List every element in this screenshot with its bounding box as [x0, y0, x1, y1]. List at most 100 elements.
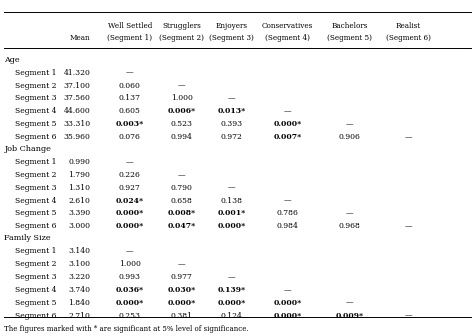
Text: 3.740: 3.740: [68, 286, 91, 294]
Text: (Segment 6): (Segment 6): [385, 34, 430, 42]
Text: The figures marked with * are significant at 5% level of significance.: The figures marked with * are significan…: [4, 325, 249, 333]
Text: —: —: [228, 94, 235, 102]
Text: Strugglers: Strugglers: [162, 23, 201, 31]
Text: —: —: [178, 171, 185, 179]
Text: 3.140: 3.140: [68, 247, 91, 255]
Text: Segment 2: Segment 2: [15, 171, 56, 179]
Text: 1.310: 1.310: [68, 184, 91, 192]
Text: 0.000*: 0.000*: [273, 311, 301, 320]
Text: Well Settled: Well Settled: [108, 23, 152, 31]
Text: 0.013*: 0.013*: [217, 108, 246, 115]
Text: 1.000: 1.000: [119, 260, 141, 268]
Text: 0.990: 0.990: [69, 158, 91, 166]
Text: 0.008*: 0.008*: [168, 209, 196, 217]
Text: 0.984: 0.984: [277, 222, 299, 230]
Text: (Segment 1): (Segment 1): [107, 34, 152, 42]
Text: 0.000*: 0.000*: [217, 222, 246, 230]
Text: 0.001*: 0.001*: [217, 209, 246, 217]
Text: 0.000*: 0.000*: [217, 299, 246, 307]
Text: 0.226: 0.226: [119, 171, 141, 179]
Text: —: —: [404, 222, 412, 230]
Text: 0.000*: 0.000*: [168, 299, 196, 307]
Text: Segment 5: Segment 5: [15, 299, 56, 307]
Text: —: —: [178, 260, 185, 268]
Text: 0.009*: 0.009*: [336, 311, 364, 320]
Text: 2.710: 2.710: [69, 311, 91, 320]
Text: 0.007*: 0.007*: [273, 133, 301, 141]
Text: 0.000*: 0.000*: [273, 120, 301, 128]
Text: —: —: [404, 133, 412, 141]
Text: (Segment 5): (Segment 5): [327, 34, 372, 42]
Text: —: —: [346, 120, 353, 128]
Text: Enjoyers: Enjoyers: [215, 23, 247, 31]
Text: Segment 6: Segment 6: [15, 222, 56, 230]
Text: 0.000*: 0.000*: [116, 299, 144, 307]
Text: —: —: [284, 108, 292, 115]
Text: 0.993: 0.993: [118, 273, 141, 281]
Text: 0.605: 0.605: [119, 108, 141, 115]
Text: 2.610: 2.610: [69, 197, 91, 205]
Text: 0.137: 0.137: [118, 94, 141, 102]
Text: 0.060: 0.060: [119, 82, 141, 90]
Text: —: —: [284, 197, 292, 205]
Text: 44.600: 44.600: [64, 108, 91, 115]
Text: 0.006*: 0.006*: [168, 108, 196, 115]
Text: —: —: [346, 209, 353, 217]
Text: Segment 6: Segment 6: [15, 133, 56, 141]
Text: Segment 1: Segment 1: [15, 247, 56, 255]
Text: 37.100: 37.100: [64, 82, 91, 90]
Text: 0.030*: 0.030*: [168, 286, 196, 294]
Text: 0.994: 0.994: [171, 133, 192, 141]
Text: —: —: [404, 311, 412, 320]
Text: Family Size: Family Size: [4, 234, 51, 242]
Text: Segment 6: Segment 6: [15, 311, 56, 320]
Text: —: —: [126, 158, 134, 166]
Text: 1.000: 1.000: [171, 94, 192, 102]
Text: —: —: [126, 247, 134, 255]
Text: 0.139*: 0.139*: [217, 286, 246, 294]
Text: —: —: [284, 286, 292, 294]
Text: 33.310: 33.310: [64, 120, 91, 128]
Text: 35.960: 35.960: [64, 133, 91, 141]
Text: 0.968: 0.968: [338, 222, 360, 230]
Text: Segment 1: Segment 1: [15, 158, 56, 166]
Text: Segment 5: Segment 5: [15, 120, 56, 128]
Text: Segment 3: Segment 3: [15, 94, 56, 102]
Text: Segment 2: Segment 2: [15, 82, 56, 90]
Text: Segment 2: Segment 2: [15, 260, 56, 268]
Text: 3.220: 3.220: [68, 273, 91, 281]
Text: 3.000: 3.000: [68, 222, 91, 230]
Text: —: —: [228, 184, 235, 192]
Text: 0.906: 0.906: [338, 133, 360, 141]
Text: —: —: [178, 82, 185, 90]
Text: 0.927: 0.927: [119, 184, 141, 192]
Text: 0.393: 0.393: [220, 120, 242, 128]
Text: 0.977: 0.977: [171, 273, 192, 281]
Text: 0.790: 0.790: [171, 184, 192, 192]
Text: 0.658: 0.658: [171, 197, 192, 205]
Text: 0.076: 0.076: [119, 133, 141, 141]
Text: Segment 1: Segment 1: [15, 69, 56, 77]
Text: 0.972: 0.972: [220, 133, 242, 141]
Text: Segment 3: Segment 3: [15, 184, 56, 192]
Text: 0.253: 0.253: [118, 311, 141, 320]
Text: (Segment 3): (Segment 3): [209, 34, 254, 42]
Text: Conservatives: Conservatives: [262, 23, 313, 31]
Text: Segment 3: Segment 3: [15, 273, 56, 281]
Text: 0.000*: 0.000*: [116, 222, 144, 230]
Text: 37.560: 37.560: [64, 94, 91, 102]
Text: 0.024*: 0.024*: [116, 197, 144, 205]
Text: 0.124: 0.124: [220, 311, 242, 320]
Text: Segment 4: Segment 4: [15, 108, 56, 115]
Text: 1.790: 1.790: [69, 171, 91, 179]
Text: (Segment 4): (Segment 4): [265, 34, 310, 42]
Text: 41.320: 41.320: [64, 69, 91, 77]
Text: 0.036*: 0.036*: [116, 286, 144, 294]
Text: 0.047*: 0.047*: [168, 222, 196, 230]
Text: Mean: Mean: [70, 34, 91, 42]
Text: Realist: Realist: [395, 23, 420, 31]
Text: Segment 4: Segment 4: [15, 286, 56, 294]
Text: 3.100: 3.100: [68, 260, 91, 268]
Text: (Segment 2): (Segment 2): [159, 34, 204, 42]
Text: 0.786: 0.786: [277, 209, 299, 217]
